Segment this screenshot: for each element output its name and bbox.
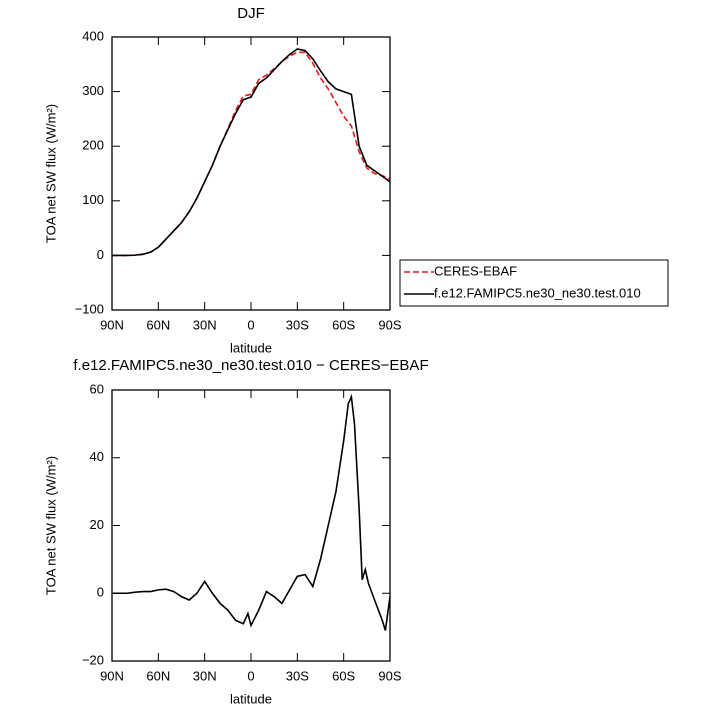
x-tick-label: 90S	[378, 668, 401, 683]
x-tick-label: 90S	[378, 317, 401, 332]
y-tick-label: 400	[82, 28, 104, 43]
y-tick-label: 20	[90, 517, 104, 532]
y-tick-label: 0	[97, 585, 104, 600]
data-line	[112, 51, 391, 257]
x-axis-label: latitude	[230, 340, 272, 355]
x-tick-label: 60S	[332, 317, 355, 332]
x-tick-label: 30N	[193, 317, 217, 332]
x-tick-label: 60S	[332, 668, 355, 683]
x-tick-label: 90N	[100, 668, 124, 683]
x-tick-label: 30S	[286, 668, 309, 683]
y-tick-label: −20	[82, 652, 104, 667]
chart-title: f.e12.FAMIPC5.ne30_ne30.test.010 − CERES…	[73, 357, 428, 374]
plot-frame	[111, 36, 391, 311]
x-tick-label: 30N	[193, 668, 217, 683]
legend-label: CERES-EBAF	[434, 263, 517, 278]
y-tick-label: 100	[82, 192, 104, 207]
plot-frame	[111, 389, 391, 662]
x-tick-label: 60N	[146, 317, 170, 332]
data-line	[112, 393, 391, 631]
y-tick-label: 0	[97, 247, 104, 262]
x-tick-label: 0	[247, 317, 254, 332]
y-tick-label: 300	[82, 83, 104, 98]
y-tick-label: −100	[75, 301, 104, 316]
data-line	[112, 48, 391, 257]
y-axis-label: TOA net SW flux (W/m²)	[43, 456, 58, 595]
x-tick-label: 0	[247, 668, 254, 683]
x-tick-label: 30S	[286, 317, 309, 332]
legend-label: f.e12.FAMIPC5.ne30_ne30.test.010	[434, 285, 641, 300]
legend-box	[399, 259, 669, 307]
x-tick-label: 60N	[146, 668, 170, 683]
y-tick-label: 200	[82, 138, 104, 153]
x-tick-label: 90N	[100, 317, 124, 332]
y-tick-label: 60	[90, 381, 104, 396]
y-tick-label: 40	[90, 449, 104, 464]
chart-title: DJF	[237, 5, 265, 22]
x-axis-label: latitude	[230, 691, 272, 706]
y-axis-label: TOA net SW flux (W/m²)	[43, 104, 58, 243]
